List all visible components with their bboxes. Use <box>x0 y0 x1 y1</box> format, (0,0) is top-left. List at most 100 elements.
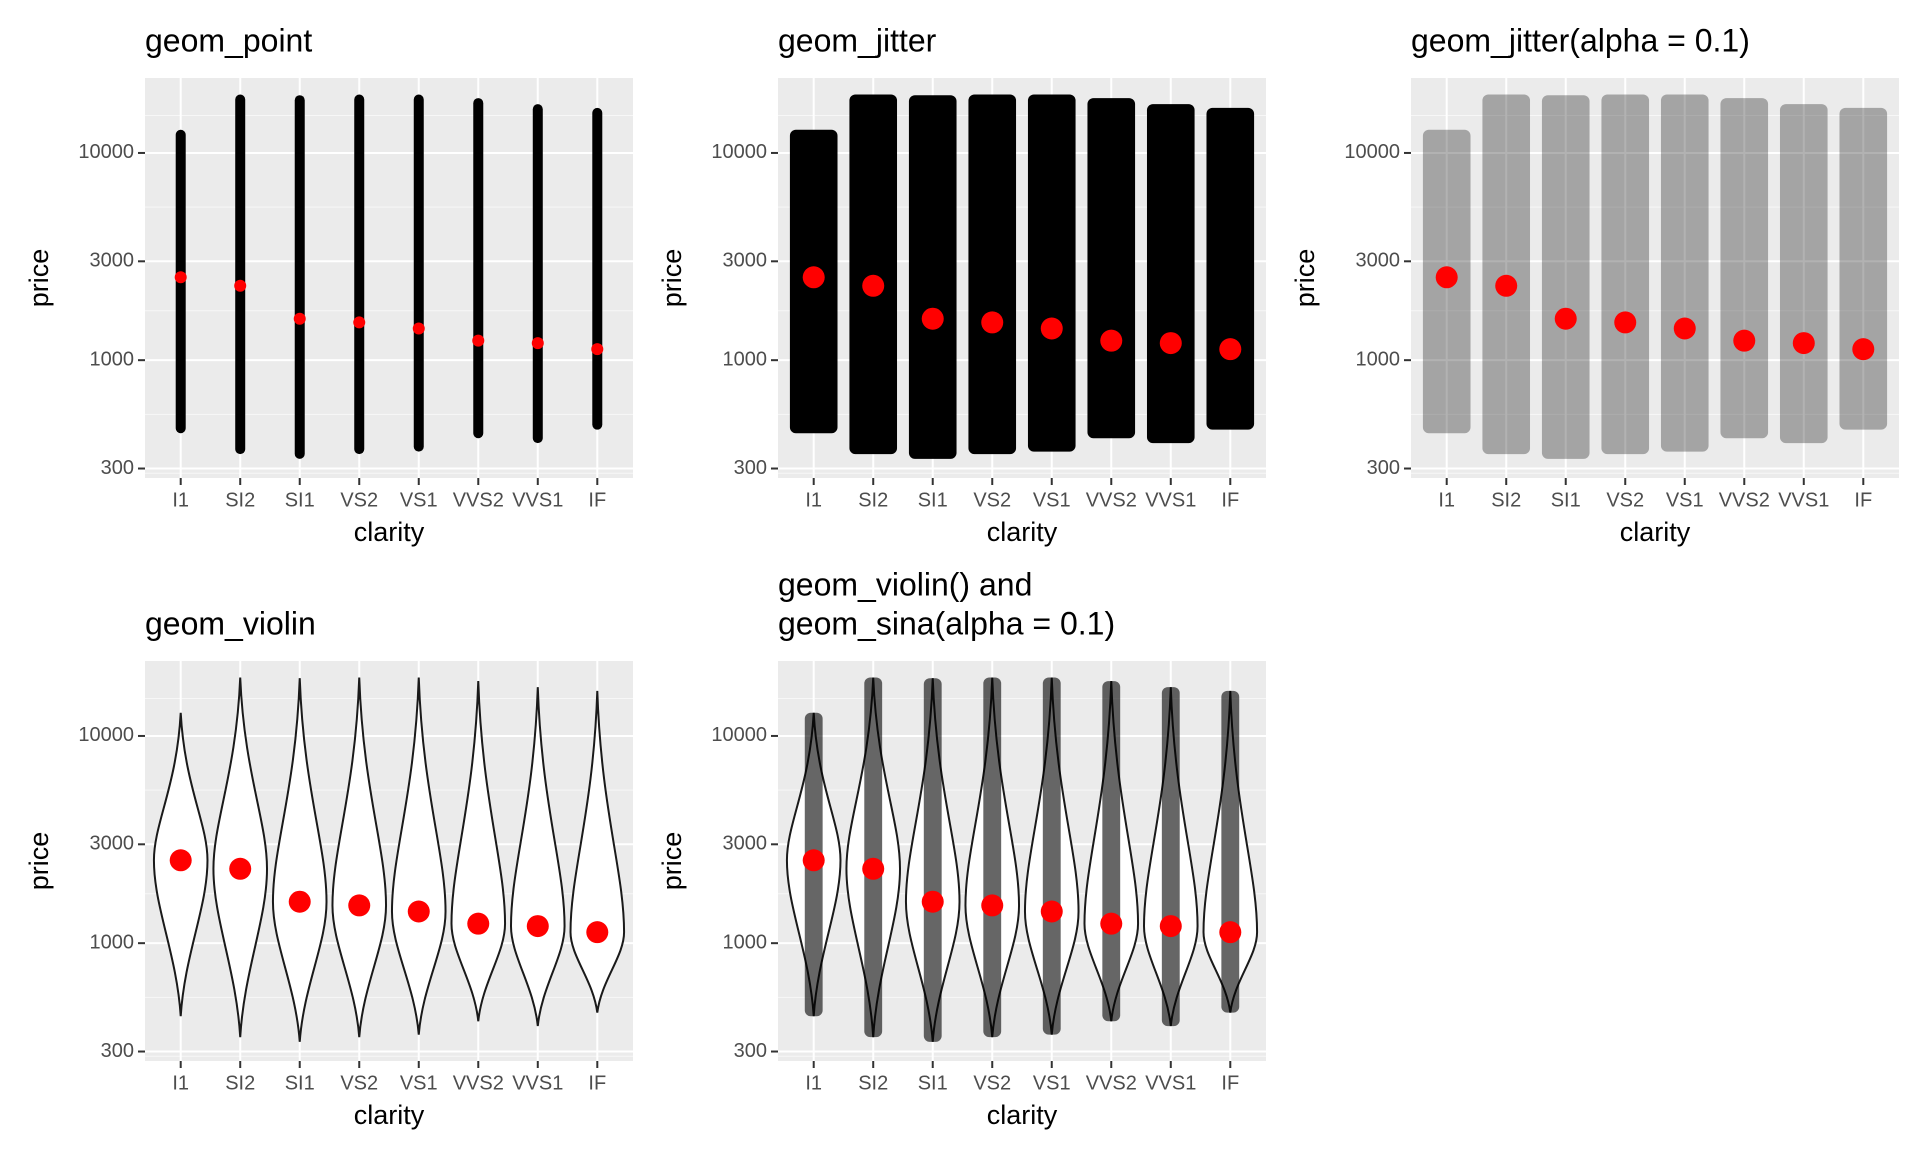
jitter-range <box>908 95 957 459</box>
x-axis-title: clarity <box>354 517 425 547</box>
x-axis-title: clarity <box>987 517 1058 547</box>
x-tick-label: VVS2 <box>453 1072 504 1094</box>
chart-title: geom_sina(alpha = 0.1) <box>778 605 1115 641</box>
y-axis-title: price <box>1290 249 1320 308</box>
violin <box>271 678 328 1042</box>
x-tick-label: I1 <box>172 489 189 511</box>
jitter-range <box>1601 94 1650 455</box>
x-tick-label: SI2 <box>225 1072 255 1094</box>
median-point <box>1100 329 1123 352</box>
violin <box>509 687 566 1027</box>
median-point <box>353 316 366 329</box>
x-tick-label: VS1 <box>1033 489 1071 511</box>
x-axis-title: clarity <box>1620 517 1691 547</box>
y-tick-label: 3000 <box>1356 250 1401 272</box>
x-tick-label: VS2 <box>340 489 378 511</box>
median-point <box>407 900 430 923</box>
sina-range <box>1161 687 1180 1027</box>
x-tick-label: VVS2 <box>1719 489 1770 511</box>
point-range <box>592 107 603 430</box>
violin <box>390 677 447 1035</box>
y-tick-label: 1000 <box>90 348 135 370</box>
median-point <box>1100 912 1123 935</box>
x-tick-label: IF <box>1854 489 1872 511</box>
median-point <box>348 894 371 917</box>
median-point <box>802 849 825 872</box>
x-tick-label: SI2 <box>225 489 255 511</box>
y-tick-label: 1000 <box>723 931 768 953</box>
plot-background <box>1411 78 1899 478</box>
jitter-range <box>968 94 1017 455</box>
x-tick-label: IF <box>1221 489 1239 511</box>
panel: geom_jitter(alpha = 0.1) 300 1000 3000 10000… <box>1290 22 1899 547</box>
median-point <box>921 307 944 330</box>
jitter-range <box>1660 94 1709 452</box>
x-tick-label: VVS1 <box>512 1072 563 1094</box>
median-point <box>981 311 1004 334</box>
median-point <box>1435 266 1458 289</box>
x-tick-label: VS1 <box>1666 489 1704 511</box>
chart-title: geom_point <box>145 22 312 58</box>
median-point <box>1614 311 1637 334</box>
y-tick-label: 1000 <box>90 931 135 953</box>
median-point <box>981 894 1004 917</box>
median-point <box>1673 317 1696 340</box>
panel: geom_jitter 300 1000 3000 10000 I1 SI2 SI1 VS2 VS… <box>657 22 1266 547</box>
y-axis-title: price <box>657 832 687 891</box>
median-point <box>472 334 485 347</box>
sina-range <box>923 678 942 1042</box>
x-tick-label: I1 <box>1438 489 1455 511</box>
median-point <box>1852 338 1875 361</box>
x-tick-label: IF <box>588 1072 606 1094</box>
plot-background <box>145 78 633 478</box>
violin <box>331 677 388 1038</box>
median-point <box>586 921 609 944</box>
x-tick-label: VS1 <box>400 1072 438 1094</box>
y-tick-label: 1000 <box>723 348 768 370</box>
y-tick-label: 3000 <box>723 833 768 855</box>
y-tick-label: 300 <box>101 457 134 479</box>
median-point <box>1040 900 1063 923</box>
y-tick-label: 3000 <box>90 250 135 272</box>
point-range <box>532 104 543 444</box>
median-point <box>1554 307 1577 330</box>
median-point <box>1219 338 1242 361</box>
violin <box>569 690 626 1013</box>
median-point <box>591 343 604 356</box>
panel: geom_point 300 1000 3000 10000 I1 SI2 SI1 VS2 VS1… <box>24 22 633 547</box>
y-tick-label: 3000 <box>90 833 135 855</box>
y-axis-title: price <box>657 249 687 308</box>
x-tick-label: VS1 <box>1033 1072 1071 1094</box>
jitter-range <box>1087 98 1136 439</box>
median-point <box>174 271 187 284</box>
x-tick-label: VVS1 <box>1145 489 1196 511</box>
x-tick-label: SI2 <box>858 489 888 511</box>
sina-range <box>864 677 883 1038</box>
x-tick-label: VS2 <box>973 1072 1011 1094</box>
y-tick-label: 3000 <box>723 250 768 272</box>
sina-range <box>1102 681 1121 1022</box>
median-point <box>802 266 825 289</box>
y-tick-label: 300 <box>734 1040 767 1062</box>
sina-range <box>983 677 1002 1038</box>
x-tick-label: SI1 <box>1551 489 1581 511</box>
median-point <box>293 312 306 325</box>
median-point <box>234 279 247 292</box>
x-tick-label: SI1 <box>285 1072 315 1094</box>
y-tick-label: 10000 <box>78 724 134 746</box>
chart-title: geom_jitter <box>778 22 937 58</box>
x-tick-label: SI1 <box>918 1072 948 1094</box>
sina-range <box>1042 677 1061 1035</box>
median-point <box>169 849 192 872</box>
chart-title: geom_jitter(alpha = 0.1) <box>1411 22 1750 58</box>
x-axis-title: clarity <box>987 1100 1058 1130</box>
jitter-range <box>849 94 898 455</box>
x-tick-label: SI2 <box>858 1072 888 1094</box>
y-tick-label: 10000 <box>711 141 767 163</box>
median-point <box>531 337 544 350</box>
median-point <box>1733 329 1756 352</box>
x-tick-label: SI1 <box>918 489 948 511</box>
median-point <box>1792 332 1815 355</box>
jitter-range <box>1839 107 1888 430</box>
